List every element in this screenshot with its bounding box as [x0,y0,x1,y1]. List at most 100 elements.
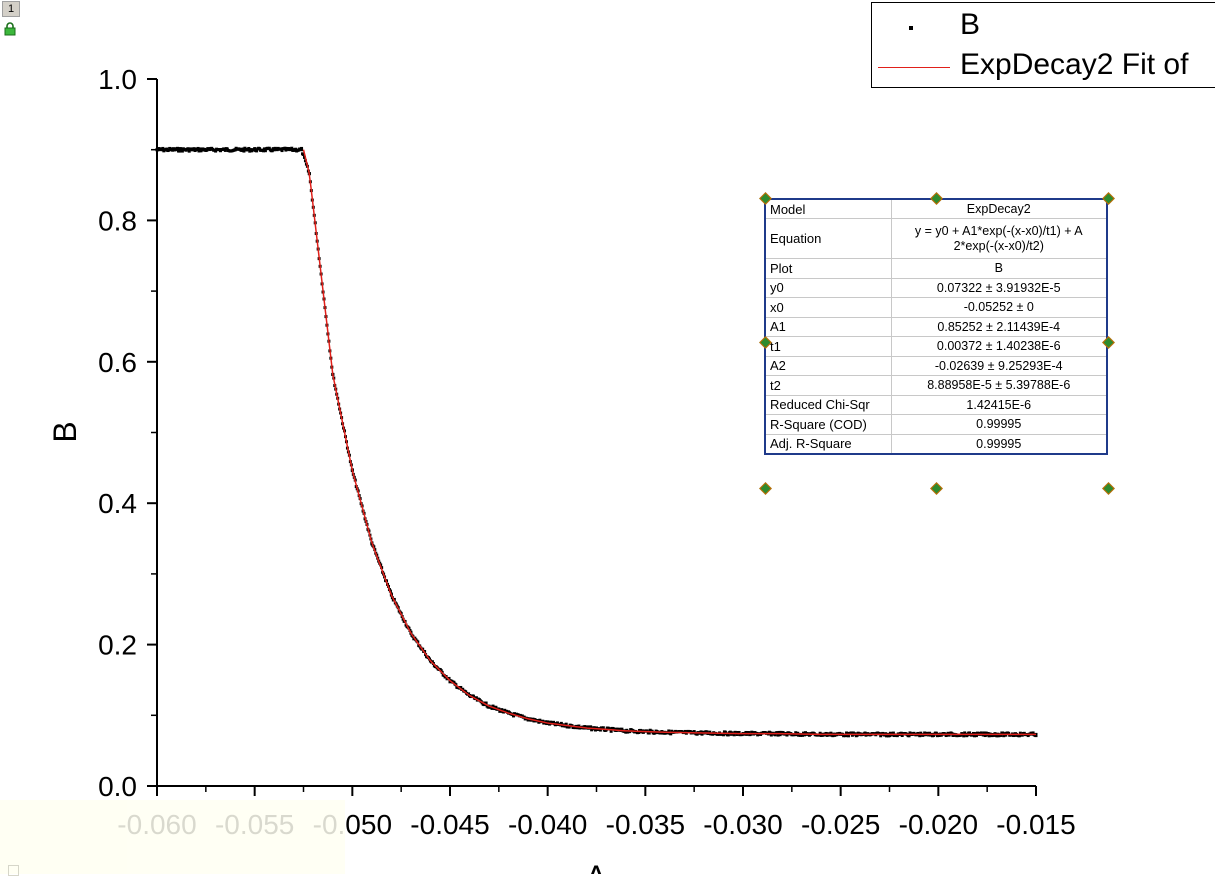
layer-number-badge[interactable]: 1 [2,1,20,17]
data-point [494,705,498,709]
row-key: Plot [764,258,892,279]
y-tick-label: 0.4 [98,488,137,519]
data-point [294,147,298,151]
data-point [253,147,257,151]
row-key: A1 [764,316,892,337]
row-value: -0.02639 ± 9.25293E-4 [890,355,1108,376]
data-point [737,730,741,734]
data-point [490,706,494,710]
data-point [511,714,515,718]
data-point [919,731,923,735]
x-tick-label: -0.025 [801,809,880,840]
data-point [879,734,883,738]
data-point [247,146,251,150]
series-fit-line [302,149,1036,736]
data-point [594,728,598,732]
data-point [500,708,504,712]
data-point [609,729,613,733]
data-point [176,146,180,150]
data-point [683,729,687,733]
data-point [776,733,780,737]
data-point [688,730,692,734]
row-key: Adj. R-Square [764,433,892,454]
data-point [971,731,975,735]
data-point [824,731,828,735]
data-point [855,733,859,737]
legend-symbol-line [878,67,950,68]
data-point [564,722,568,726]
y-tick-label: 0.0 [98,771,137,802]
data-point [711,732,715,736]
data-point [1007,731,1011,735]
row-value: B [890,258,1108,279]
row-key: Model [764,198,892,219]
data-point [968,731,972,735]
data-point [262,147,266,151]
equation-line-1: y = y0 + A1*exp(-(x-x0)/t1) + A [914,223,1083,238]
hint-checkbox[interactable] [8,865,19,876]
data-point [559,721,563,725]
data-point [863,731,867,735]
data-point [459,685,463,689]
data-point [548,722,552,726]
data-point [638,728,642,732]
data-point [972,734,976,738]
data-point [241,147,245,151]
row-key: x0 [764,297,892,318]
data-point [959,733,963,737]
data-point [196,146,200,150]
data-point [255,149,259,153]
data-point [1001,731,1005,735]
data-point [1002,734,1006,738]
data-point [636,730,640,734]
data-point [233,148,237,152]
data-point [242,149,246,153]
data-point [699,730,703,734]
data-point [576,726,580,730]
data-point [1004,733,1008,737]
data-point [474,696,478,700]
data-point [589,725,593,729]
table-row: Plot B [764,258,1108,279]
data-point [946,731,950,735]
x-tick-label: -0.045 [410,809,489,840]
data-point [923,731,927,735]
data-point [653,731,657,735]
legend[interactable]: B ExpDecay2 Fit of [871,2,1215,88]
data-point [844,734,848,738]
y-axis-label: B [47,421,83,442]
data-point [601,726,605,730]
data-point [647,731,651,735]
data-point [192,147,196,151]
data-point [283,146,287,150]
data-point [986,732,990,736]
row-key: y0 [764,277,892,298]
table-row: Reduced Chi-Sqr 1.42415E-6 [764,394,1108,415]
data-point [263,149,267,153]
data-point [999,733,1003,737]
fit-results-table[interactable]: Model ExpDecay2 Equation y = y0 + A1*exp… [764,198,1108,455]
data-point [934,731,938,735]
data-point [284,148,288,152]
data-point [290,146,294,150]
data-point [484,701,488,705]
data-point [461,687,465,691]
data-point [803,733,807,737]
data-point [695,732,699,736]
data-point [430,660,434,664]
data-point [775,731,779,735]
data-point [171,148,175,152]
data-point [801,733,805,737]
legend-symbol-scatter [909,26,913,30]
row-value: y = y0 + A1*exp(-(x-x0)/t1) + A 2*exp(-(… [890,218,1108,259]
data-point [802,731,806,735]
data-point [907,734,911,738]
data-point [302,155,306,159]
row-key: t2 [764,375,892,396]
data-point [825,733,829,737]
data-point [984,731,988,735]
data-point [214,149,218,153]
data-point [850,733,854,737]
data-point [302,152,305,156]
data-point [973,732,977,736]
